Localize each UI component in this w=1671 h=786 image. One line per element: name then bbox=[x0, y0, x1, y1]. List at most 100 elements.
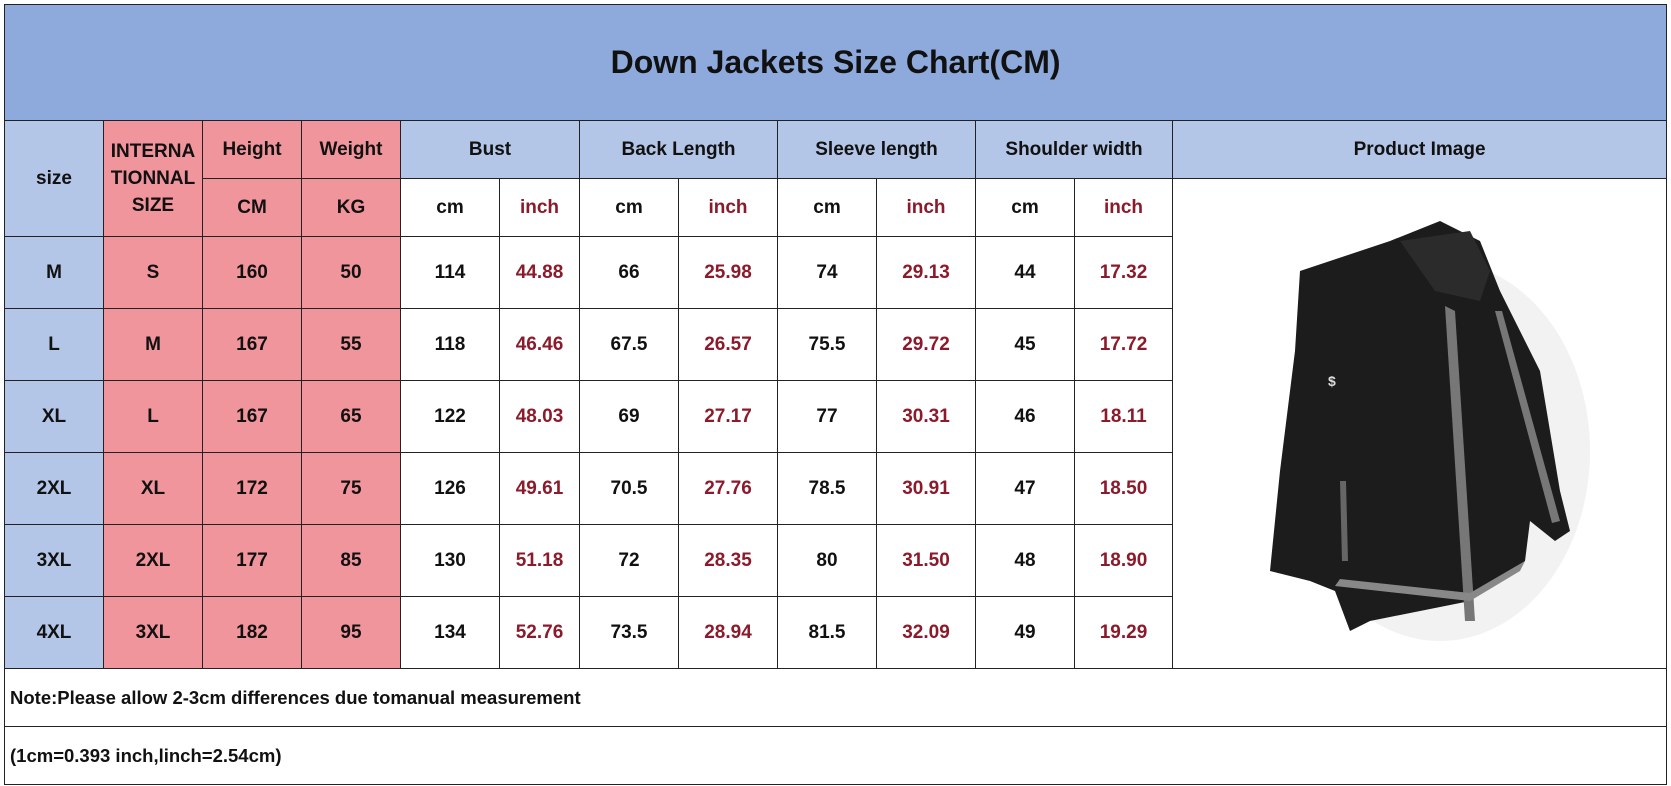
data-cell: 18.50 bbox=[1074, 452, 1173, 525]
unit-cell: cm bbox=[777, 178, 877, 237]
data-cell: 80 bbox=[777, 524, 877, 597]
table-row: Down Jackets Size Chart(CM) bbox=[3, 4, 1668, 121]
unit-cell: inch bbox=[1074, 178, 1173, 237]
data-cell: 29.13 bbox=[876, 236, 976, 309]
table-row: M S 160 50 114 44.88 66 25.98 74 29.13 44 17.32 bbox=[4, 236, 1667, 309]
note: Note:Please allow 2-3cm differences due … bbox=[3, 668, 1668, 727]
data-cell: 28.94 bbox=[678, 596, 778, 669]
data-cell: 70.5 bbox=[579, 452, 679, 525]
data-cell: 182 bbox=[202, 596, 302, 669]
data-cell: 46.46 bbox=[499, 308, 580, 381]
unit-cell: inch bbox=[678, 178, 778, 237]
data-cell: 130 bbox=[400, 524, 500, 597]
data-cell: 74 bbox=[777, 236, 877, 309]
header-cell: Bust bbox=[400, 120, 580, 179]
data-cell: 32.09 bbox=[876, 596, 976, 669]
data-cell: 18.11 bbox=[1074, 380, 1173, 453]
data-cell: 44.88 bbox=[499, 236, 580, 309]
data-cell: 122 bbox=[400, 380, 500, 453]
product-image: $ bbox=[1171, 178, 1668, 669]
data-cell: 55 bbox=[301, 308, 401, 381]
data-cell: 50 bbox=[301, 236, 401, 309]
size-chart: Down Jackets Size Chart(CM) size INTERNATI… bbox=[3, 4, 1668, 785]
table-row: 4XL 3XL 182 95 134 52.76 73.5 28.94 81.5 32.09 49 1… bbox=[4, 596, 1667, 669]
unit-cell: cm bbox=[975, 178, 1075, 237]
data-cell: 118 bbox=[400, 308, 500, 381]
data-cell: XL bbox=[4, 380, 104, 453]
data-cell: 45 bbox=[975, 308, 1075, 381]
data-cell: 28.35 bbox=[678, 524, 778, 597]
data-cell: 78.5 bbox=[777, 452, 877, 525]
data-cell: 66 bbox=[579, 236, 679, 309]
data-cell: 26.57 bbox=[678, 308, 778, 381]
data-cell: 3XL bbox=[103, 596, 203, 669]
unit-cell: cm bbox=[579, 178, 679, 237]
data-cell: 177 bbox=[202, 524, 302, 597]
table-row: (1cm=0.393 inch,linch=2.54cm) bbox=[3, 726, 1668, 785]
data-cell: 49.61 bbox=[499, 452, 580, 525]
table-row: 2XL XL 172 75 126 49.61 70.5 27.76 78.5 30.91 47 18… bbox=[4, 452, 1667, 525]
data-cell: 114 bbox=[400, 236, 500, 309]
data-cell: 47 bbox=[975, 452, 1075, 525]
data-cell: 44 bbox=[975, 236, 1075, 309]
data-cell: 2XL bbox=[4, 452, 104, 525]
data-cell: 27.17 bbox=[678, 380, 778, 453]
data-cell: 52.76 bbox=[499, 596, 580, 669]
data-cell: 160 bbox=[202, 236, 302, 309]
data-cell: M bbox=[4, 236, 104, 309]
table-row: XL L 167 65 122 48.03 69 27.17 77 30.31 46 18.11 bbox=[4, 380, 1667, 453]
data-cell: XL bbox=[103, 452, 203, 525]
data-cell: 73.5 bbox=[579, 596, 679, 669]
data-cell: 65 bbox=[301, 380, 401, 453]
data-cell: 126 bbox=[400, 452, 500, 525]
data-cell: 4XL bbox=[4, 596, 104, 669]
data-cell: 46 bbox=[975, 380, 1075, 453]
data-cell: M bbox=[103, 308, 203, 381]
unit-cell: inch bbox=[499, 178, 580, 237]
data-cell: 167 bbox=[202, 380, 302, 453]
data-cell: 3XL bbox=[4, 524, 104, 597]
header-cell: INTERNATIONNAL SIZE bbox=[103, 120, 203, 237]
jacket-image: $ bbox=[1269, 220, 1590, 641]
data-cell: 48.03 bbox=[499, 380, 580, 453]
header-cell: Product Image bbox=[1171, 120, 1668, 179]
data-cell: 18.90 bbox=[1074, 524, 1173, 597]
data-cell: 31.50 bbox=[876, 524, 976, 597]
table-row: size INTERNATIONNAL SIZE Height Weight Bust B… bbox=[4, 120, 1668, 237]
data-cell: 27.76 bbox=[678, 452, 778, 525]
unit-cell: cm bbox=[400, 178, 500, 237]
data-cell: 81.5 bbox=[777, 596, 877, 669]
header-cell: Shoulder width bbox=[975, 120, 1173, 179]
table-row: CM KG cm inch cm inch cm inch cm inch $ bbox=[5, 178, 1668, 669]
data-cell: 75.5 bbox=[777, 308, 877, 381]
data-cell: L bbox=[4, 308, 104, 381]
size-table: Down Jackets Size Chart(CM) size INTERNATI… bbox=[3, 4, 1668, 785]
data-cell: 167 bbox=[202, 308, 302, 381]
data-cell: 30.31 bbox=[876, 380, 976, 453]
table-title: Down Jackets Size Chart(CM) bbox=[3, 4, 1668, 121]
header-cell: Back Length bbox=[579, 120, 778, 179]
data-cell: 77 bbox=[777, 380, 877, 453]
data-cell: 49 bbox=[975, 596, 1075, 669]
data-cell: 30.91 bbox=[876, 452, 976, 525]
unit-cell: KG bbox=[301, 178, 401, 237]
data-cell: L bbox=[103, 380, 203, 453]
unit-cell: inch bbox=[876, 178, 976, 237]
data-cell: 2XL bbox=[103, 524, 203, 597]
header-cell: Sleeve length bbox=[777, 120, 976, 179]
data-cell: 67.5 bbox=[579, 308, 679, 381]
data-cell: 85 bbox=[301, 524, 401, 597]
header-cell: Height bbox=[202, 120, 302, 179]
data-cell: 134 bbox=[400, 596, 500, 669]
data-cell: 19.29 bbox=[1074, 596, 1173, 669]
data-cell: 75 bbox=[301, 452, 401, 525]
data-cell: 29.72 bbox=[876, 308, 976, 381]
data-cell: S bbox=[103, 236, 203, 309]
conversion-note: (1cm=0.393 inch,linch=2.54cm) bbox=[3, 726, 1668, 785]
header-cell: size bbox=[4, 120, 104, 237]
data-cell: 69 bbox=[579, 380, 679, 453]
table-row: L M 167 55 118 46.46 67.5 26.57 75.5 29.72 45 17.72 bbox=[4, 308, 1667, 381]
svg-text:$: $ bbox=[1328, 373, 1336, 389]
data-cell: 72 bbox=[579, 524, 679, 597]
